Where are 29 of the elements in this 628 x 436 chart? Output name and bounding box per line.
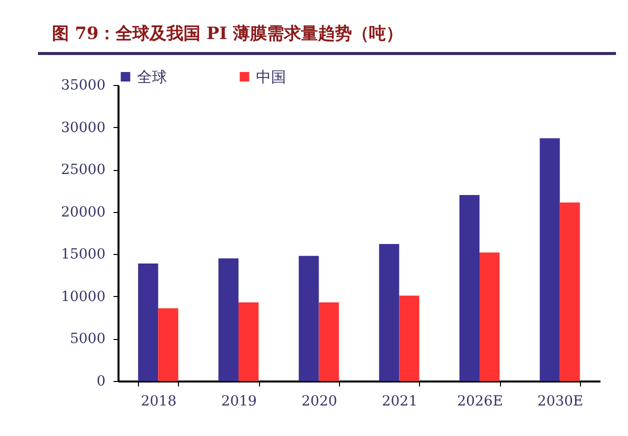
bar [540,138,560,381]
x-tick-label: 2030E [537,394,584,410]
bar [138,263,158,381]
x-tick-label: 2026E [457,394,503,410]
bar [298,256,319,381]
bar [158,308,178,381]
y-tick-label: 20000 [60,204,106,220]
bar [318,302,339,381]
bar [459,194,480,381]
x-tick-label: 2018 [140,394,176,410]
y-tick-label: 15000 [60,246,106,263]
y-tick-label: 10000 [60,288,106,305]
x-tick-label: 2019 [221,394,257,410]
legend-label: 中国 [256,68,286,86]
y-tick-label: 5000 [70,331,106,348]
bar [480,252,500,381]
y-tick-label: 35000 [60,78,106,94]
bar [379,244,400,381]
x-tick-label: 2020 [302,394,338,410]
bar [238,302,259,381]
bar [560,202,580,381]
y-tick-label: 25000 [60,162,106,178]
legend-label: 全球 [137,68,167,86]
x-tick-label: 2021 [382,394,418,410]
y-tick-label: 30000 [60,120,106,136]
bar [399,296,420,381]
y-tick-label: 0 [96,374,106,390]
bar [218,258,238,381]
chart-title: 图 79：全球及我国 PI 薄膜需求量趋势（吨） [52,23,404,45]
